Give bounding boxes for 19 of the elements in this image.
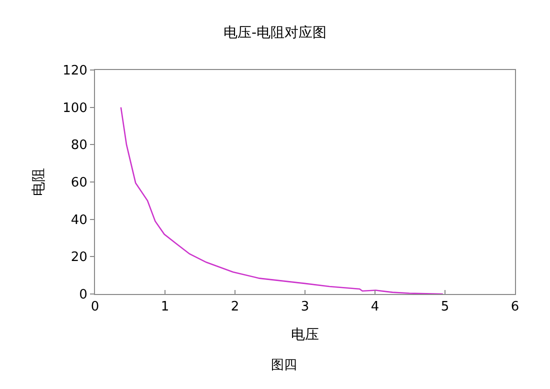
y-tick-label: 100 [62,100,88,116]
x-tick-label: 5 [440,300,450,315]
chart-title: 电压-电阻对应图 [223,25,327,42]
x-tick-label: 2 [230,300,240,315]
y-tick-label: 120 [62,64,88,79]
x-axis-title: 电压 [291,326,319,343]
y-tick-label: 60 [70,176,88,191]
y-tick-label: 40 [70,212,88,228]
y-axis-title: 电阻 [31,168,48,196]
y-tick-label: 0 [79,288,88,303]
y-tick-label: 20 [70,250,88,266]
x-tick-label: 0 [90,300,100,315]
line-series [120,106,444,294]
text: 图四 [271,358,297,373]
x-tick-label: 6 [510,300,520,315]
x-tick-label: 1 [160,300,170,315]
y-tick-label: 80 [70,138,88,154]
x-tick-label: 3 [300,300,310,315]
x-tick-label: 4 [370,300,380,315]
